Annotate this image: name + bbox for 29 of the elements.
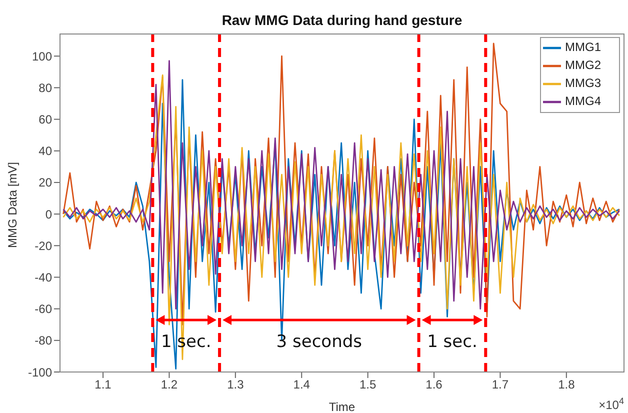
legend-label: MMG1 <box>565 40 601 54</box>
y-tick-label: 40 <box>38 144 52 158</box>
x-tick-label: 1.3 <box>227 378 244 392</box>
y-tick-label: 20 <box>38 176 52 190</box>
x-tick-label: 1.1 <box>94 378 112 392</box>
x-tick-label: 1.2 <box>160 378 178 392</box>
chart-title: Raw MMG Data during hand gesture <box>222 12 462 28</box>
y-tick-label: -100 <box>28 365 52 380</box>
annotation: 1 sec. <box>427 332 478 352</box>
y-axis-title: MMG Data [mV] <box>5 162 20 248</box>
y-tick-label: 100 <box>32 49 52 64</box>
text: ×10$^{4}$ <box>598 396 624 412</box>
x-tick-label: 1.8 <box>558 378 576 392</box>
y-tick-label: 0 <box>45 207 52 222</box>
y-tick-label: -80 <box>34 334 52 348</box>
annotation: 3 seconds <box>276 332 362 352</box>
y-tick-label: -40 <box>34 270 52 284</box>
x-tick-label: 1.4 <box>293 378 310 392</box>
legend-label: MMG2 <box>565 58 601 72</box>
x-tick-label: 1.5 <box>359 378 376 392</box>
legend-label: MMG3 <box>565 76 601 90</box>
x-tick-label: 1.7 <box>492 378 509 392</box>
x-axis-title: Time <box>328 400 356 413</box>
y-tick-label: -60 <box>34 302 52 316</box>
y-tick-label: 80 <box>38 80 52 95</box>
legend-label: MMG4 <box>565 94 601 108</box>
y-tick-label: 60 <box>38 112 52 127</box>
y-tick-label: -20 <box>34 238 52 253</box>
x-tick-label: 1.6 <box>426 378 443 392</box>
